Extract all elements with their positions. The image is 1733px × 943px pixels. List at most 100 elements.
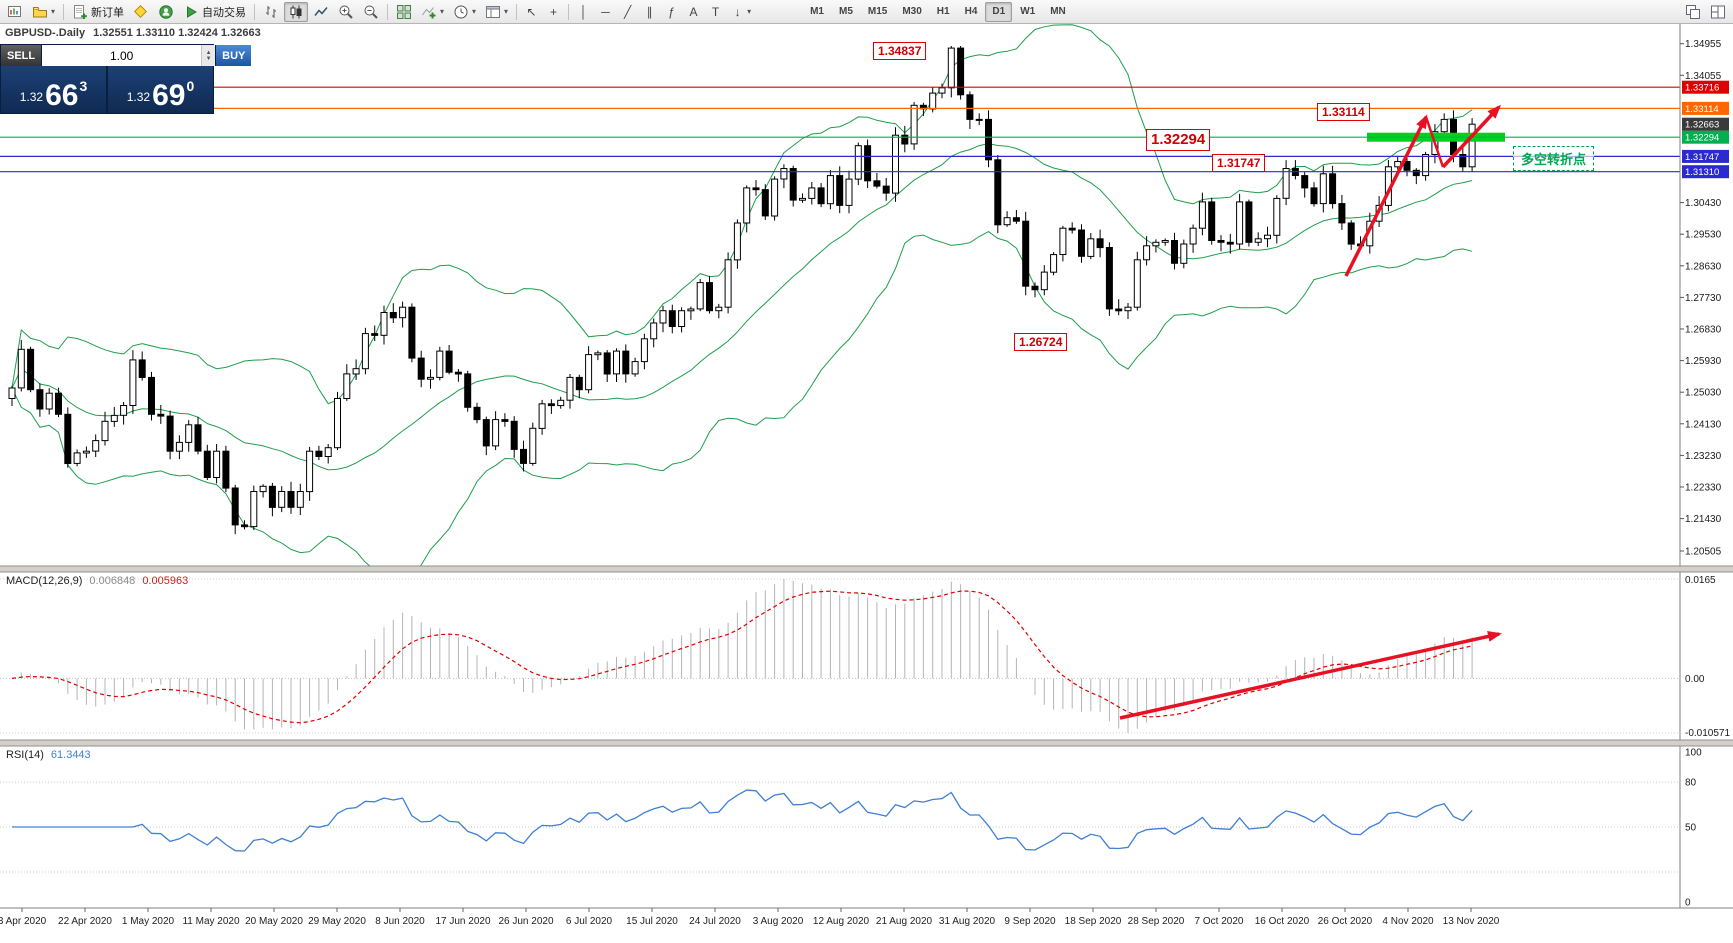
arrow-objects-icon: ↓	[734, 4, 741, 19]
timeframe-m5-button[interactable]: M5	[832, 2, 860, 22]
metaeditor-icon	[133, 4, 149, 20]
autotrading-button[interactable]: 自动交易	[179, 2, 250, 22]
trendline-tool-button[interactable]: ╱	[617, 2, 638, 22]
timeframe-label: M15	[867, 6, 888, 17]
price-callout[interactable]: 1.32294	[1146, 129, 1211, 151]
trade-panel-prices: 1.32 66 3 1.32 69 0	[1, 66, 213, 113]
svg-text:1.33114: 1.33114	[1685, 104, 1719, 115]
price-callout[interactable]: 1.34837	[873, 42, 927, 60]
periods-button[interactable]: ▾	[449, 2, 480, 22]
toolbar: ▾ 新订单 自动交易 ▾ ▾ ▾ ↖ + │ ─ ╱ ∥ ƒ A T ↓ ▾ M1 M5 M15 M30 H1 H4 D1 W1…	[0, 0, 1733, 24]
svg-text:7 Oct 2020: 7 Oct 2020	[1195, 916, 1244, 927]
buy-button[interactable]: BUY	[215, 45, 252, 66]
horizontal-line-icon: ─	[601, 4, 610, 19]
svg-text:1.34955: 1.34955	[1685, 39, 1722, 50]
new-order-button[interactable]: 新订单	[68, 2, 128, 22]
svg-text:1.23230: 1.23230	[1685, 451, 1722, 462]
svg-text:1.30430: 1.30430	[1685, 198, 1722, 209]
new-chart-button[interactable]	[3, 2, 27, 22]
price-callout[interactable]: 1.31747	[1212, 154, 1266, 172]
spin-down-icon[interactable]: ▼	[205, 55, 212, 62]
svg-text:18 Sep 2020: 18 Sep 2020	[1065, 916, 1122, 927]
svg-text:0.00: 0.00	[1685, 674, 1705, 685]
vertical-line-tool-button[interactable]: │	[573, 2, 594, 22]
toolbar-separator	[254, 3, 256, 20]
chart-type-line-button[interactable]	[309, 2, 333, 22]
timeframe-label: M1	[810, 6, 824, 17]
window-tile-button[interactable]	[1706, 2, 1730, 22]
new-chart-icon	[7, 4, 23, 20]
ohlc-values: 1.32551 1.33110 1.32424 1.32663	[93, 27, 261, 39]
metaeditor-button[interactable]	[129, 2, 153, 22]
templates-button[interactable]: ▾	[481, 2, 512, 22]
zoom-out-button[interactable]	[359, 2, 383, 22]
text-tool-button[interactable]: A	[683, 2, 704, 22]
buy-price-display[interactable]: 1.32 69 0	[108, 66, 213, 113]
caret-down-icon: ▾	[504, 7, 509, 16]
timeframe-m30-button[interactable]: M30	[895, 2, 928, 22]
timeframe-w1-button[interactable]: W1	[1013, 2, 1042, 22]
community-icon	[158, 4, 174, 20]
tile-windows-button[interactable]	[392, 2, 416, 22]
turning-point-note[interactable]: 多空转折点	[1513, 146, 1595, 171]
cursor-icon: ↖	[526, 4, 537, 19]
text-icon: A	[689, 4, 698, 19]
community-button[interactable]	[154, 2, 178, 22]
timeframe-label: M30	[902, 6, 922, 17]
sell-price-display[interactable]: 1.32 66 3	[1, 66, 108, 113]
cursor-tool-button[interactable]: ↖	[521, 2, 542, 22]
svg-text:3 Apr 2020: 3 Apr 2020	[0, 916, 47, 927]
crosshair-tool-button[interactable]: +	[543, 2, 564, 22]
indicators-button[interactable]: ▾	[417, 2, 448, 22]
svg-text:0: 0	[1685, 898, 1691, 909]
volume-input[interactable]	[42, 45, 202, 66]
svg-text:1.33716: 1.33716	[1685, 83, 1719, 94]
sell-button[interactable]: SELL	[1, 45, 43, 66]
window-cascade-button[interactable]	[1681, 2, 1705, 22]
volume-stepper: ▲▼	[42, 45, 216, 66]
window-cascade-icon	[1685, 4, 1701, 20]
trendline-icon: ╱	[623, 4, 632, 19]
price-callout[interactable]: 1.26724	[1014, 333, 1068, 351]
rsi-name: RSI(14)	[6, 749, 44, 761]
horizontal-line-tool-button[interactable]: ─	[595, 2, 616, 22]
volume-spin-buttons[interactable]: ▲ ▼	[201, 45, 216, 66]
sell-price-big: 66	[45, 78, 79, 112]
svg-text:1.32294: 1.32294	[1685, 133, 1719, 144]
zoom-in-button[interactable]	[334, 2, 358, 22]
buy-price-prefix: 1.32	[126, 90, 151, 104]
arrows-tool-button[interactable]: ↓ ▾	[727, 2, 755, 22]
label-tool-button[interactable]: T	[705, 2, 726, 22]
profiles-button[interactable]: ▾	[28, 2, 59, 22]
svg-text:1.24130: 1.24130	[1685, 419, 1722, 430]
svg-text:1.25030: 1.25030	[1685, 388, 1722, 399]
svg-text:1.31747: 1.31747	[1685, 152, 1719, 163]
caret-down-icon: ▾	[747, 7, 752, 16]
svg-text:0.0165: 0.0165	[1685, 575, 1716, 586]
svg-text:-0.010571: -0.010571	[1685, 728, 1730, 739]
channel-tool-button[interactable]: ∥	[639, 2, 660, 22]
timeframe-h1-button[interactable]: H1	[930, 2, 957, 22]
svg-text:20 May 2020: 20 May 2020	[245, 916, 303, 927]
fibonacci-tool-button[interactable]: ƒ	[661, 2, 682, 22]
label-icon: T	[711, 4, 720, 19]
svg-text:1.22330: 1.22330	[1685, 483, 1722, 494]
timeframe-h4-button[interactable]: H4	[958, 2, 985, 22]
chart-title: GBPUSD-.Daily 1.32551 1.33110 1.32424 1.3…	[5, 27, 261, 39]
sell-price-prefix: 1.32	[19, 90, 44, 104]
toolbar-button-label: 新订单	[91, 6, 125, 19]
chart-type-bars-button[interactable]	[259, 2, 283, 22]
caret-down-icon: ▾	[440, 7, 445, 16]
timeframe-m15-button[interactable]: M15	[861, 2, 894, 22]
chart-type-candles-button[interactable]	[284, 1, 309, 22]
spin-up-icon[interactable]: ▲	[205, 49, 212, 56]
timeframe-d1-button[interactable]: D1	[985, 1, 1013, 22]
rsi-value: 61.3443	[50, 749, 91, 761]
timeframe-m1-button[interactable]: M1	[803, 2, 831, 22]
timeframe-mn-button[interactable]: MN	[1043, 2, 1073, 22]
toolbar-separator	[568, 3, 570, 20]
price-callout[interactable]: 1.33114	[1317, 103, 1370, 121]
svg-text:12 Aug 2020: 12 Aug 2020	[813, 916, 870, 927]
